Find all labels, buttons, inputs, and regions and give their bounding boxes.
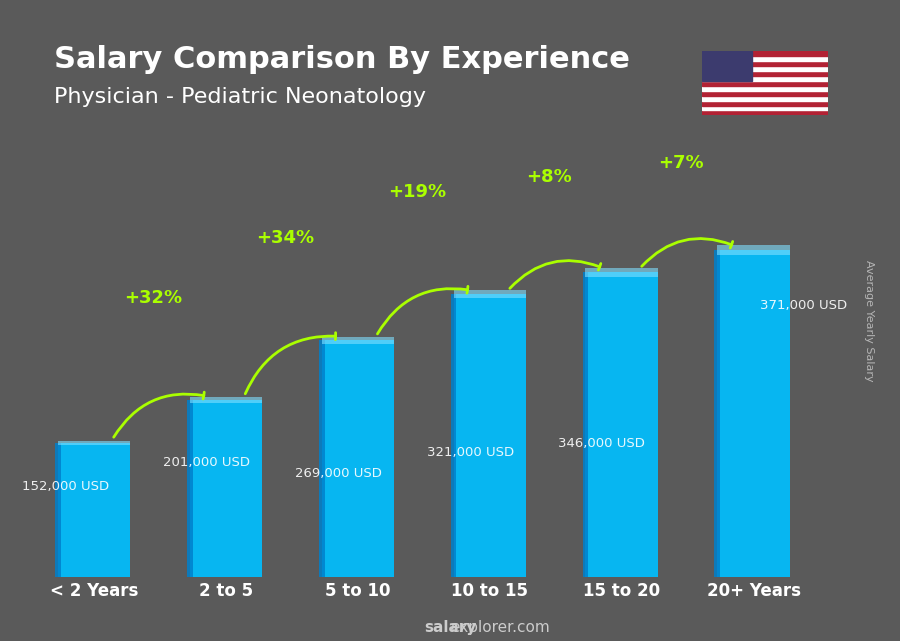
Bar <box>702 86 828 91</box>
Bar <box>702 51 752 81</box>
Text: 371,000 USD: 371,000 USD <box>760 299 847 312</box>
Bar <box>717 250 790 578</box>
Text: 152,000 USD: 152,000 USD <box>22 479 109 493</box>
Bar <box>702 106 828 110</box>
Text: +7%: +7% <box>658 154 704 172</box>
Bar <box>702 91 828 96</box>
Bar <box>585 267 658 277</box>
Bar <box>702 51 828 56</box>
Bar <box>55 444 61 578</box>
Bar <box>451 294 456 578</box>
Bar <box>702 76 828 81</box>
Bar <box>454 290 526 299</box>
Bar <box>702 61 828 66</box>
Bar <box>58 442 130 445</box>
Text: Average Yearly Salary: Average Yearly Salary <box>863 260 874 381</box>
Bar <box>702 101 828 106</box>
Bar <box>582 272 589 578</box>
Bar <box>454 294 526 578</box>
Bar <box>702 56 828 61</box>
Bar <box>58 444 130 578</box>
Text: Physician - Pediatric Neonatology: Physician - Pediatric Neonatology <box>54 87 426 106</box>
Bar <box>585 272 658 578</box>
Bar <box>190 397 262 403</box>
Text: salary: salary <box>424 620 476 635</box>
Text: 201,000 USD: 201,000 USD <box>163 456 249 469</box>
Bar <box>702 96 828 101</box>
Text: explorer.com: explorer.com <box>450 620 549 635</box>
Bar <box>715 250 720 578</box>
Bar <box>702 71 828 76</box>
Text: +8%: +8% <box>526 168 572 187</box>
Text: 269,000 USD: 269,000 USD <box>294 467 382 479</box>
Bar <box>702 110 828 115</box>
Bar <box>319 340 325 578</box>
Bar <box>187 400 193 578</box>
Bar <box>702 81 828 86</box>
Bar <box>190 400 262 578</box>
Bar <box>321 337 394 344</box>
Bar <box>321 340 394 578</box>
Text: +19%: +19% <box>388 183 446 201</box>
Text: +32%: +32% <box>124 288 183 306</box>
Text: +34%: +34% <box>256 229 314 247</box>
Text: Salary Comparison By Experience: Salary Comparison By Experience <box>54 45 630 74</box>
Bar <box>717 245 790 255</box>
Text: 346,000 USD: 346,000 USD <box>558 437 645 449</box>
Text: 321,000 USD: 321,000 USD <box>427 446 514 460</box>
Bar <box>702 66 828 71</box>
